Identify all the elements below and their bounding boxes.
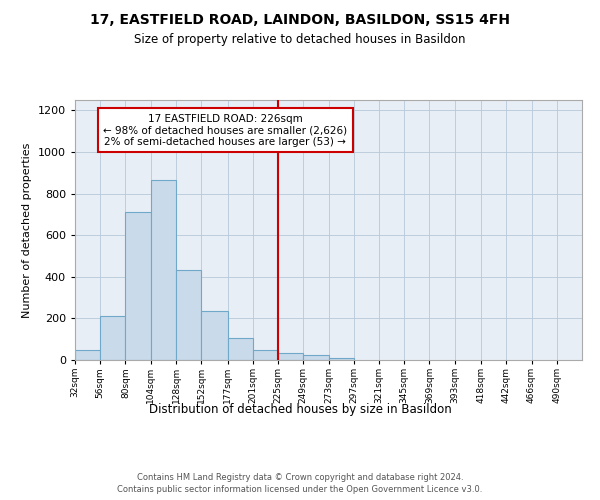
Bar — [303, 355, 329, 360]
Text: Distribution of detached houses by size in Basildon: Distribution of detached houses by size … — [149, 402, 451, 415]
Text: Contains HM Land Registry data © Crown copyright and database right 2024.
Contai: Contains HM Land Registry data © Crown c… — [118, 472, 482, 494]
Bar — [151, 180, 176, 360]
Y-axis label: Number of detached properties: Number of detached properties — [22, 142, 32, 318]
Bar — [227, 338, 253, 360]
Bar — [278, 352, 303, 360]
Bar — [75, 350, 100, 360]
Bar — [100, 316, 125, 360]
Text: 17 EASTFIELD ROAD: 226sqm
← 98% of detached houses are smaller (2,626)
2% of sem: 17 EASTFIELD ROAD: 226sqm ← 98% of detac… — [103, 114, 347, 146]
Text: 17, EASTFIELD ROAD, LAINDON, BASILDON, SS15 4FH: 17, EASTFIELD ROAD, LAINDON, BASILDON, S… — [90, 12, 510, 26]
Bar — [176, 270, 201, 360]
Bar — [329, 358, 354, 360]
Bar — [253, 350, 278, 360]
Bar — [201, 311, 227, 360]
Bar — [125, 212, 151, 360]
Text: Size of property relative to detached houses in Basildon: Size of property relative to detached ho… — [134, 32, 466, 46]
